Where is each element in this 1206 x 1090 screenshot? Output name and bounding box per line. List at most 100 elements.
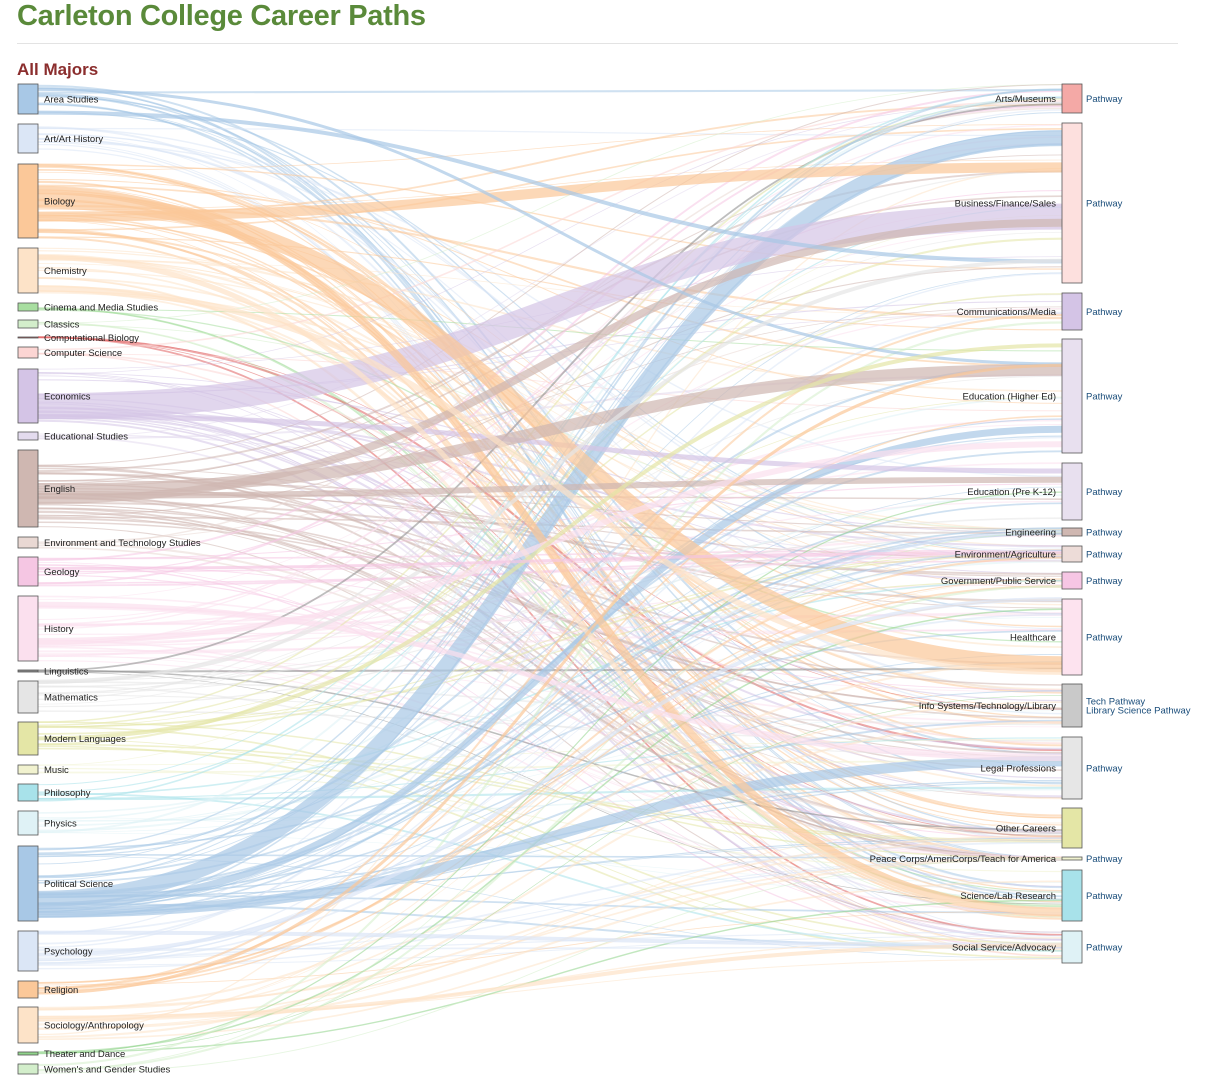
career-label[interactable]: Engineering (1005, 528, 1056, 539)
major-node[interactable] (17, 764, 39, 775)
pathway-link[interactable]: Pathway (1086, 199, 1123, 210)
career-label[interactable]: Education (Pre K-12) (967, 487, 1056, 498)
flow-157 (37, 574, 1063, 839)
career-node[interactable] (1061, 83, 1083, 114)
career-node[interactable] (1061, 462, 1083, 521)
major-label[interactable]: Theater and Dance (44, 1049, 125, 1060)
pathway-link[interactable]: Pathway (1086, 94, 1123, 105)
major-label[interactable]: History (44, 624, 74, 635)
major-node[interactable] (17, 1063, 39, 1075)
career-node[interactable] (1061, 292, 1083, 331)
pathway-link[interactable]: Pathway (1086, 854, 1123, 865)
career-node[interactable] (1061, 869, 1083, 922)
pathway-link[interactable]: Pathway (1086, 891, 1123, 902)
major-label[interactable]: Cinema and Media Studies (44, 303, 158, 314)
major-label[interactable]: Educational Studies (44, 432, 128, 443)
major-label[interactable]: Area Studies (44, 95, 99, 106)
career-node[interactable] (1061, 338, 1083, 454)
career-label[interactable]: Environment/Agriculture (955, 550, 1056, 561)
career-node[interactable] (1061, 527, 1083, 537)
major-node[interactable] (17, 845, 39, 922)
career-node[interactable] (1061, 736, 1083, 800)
career-label[interactable]: Social Service/Advocacy (952, 943, 1056, 954)
major-node[interactable] (17, 930, 39, 972)
pathway-link[interactable]: Pathway (1086, 633, 1123, 644)
career-label[interactable]: Other Careers (996, 824, 1056, 835)
major-label[interactable]: Political Science (44, 879, 113, 890)
major-label[interactable]: Economics (44, 392, 91, 403)
flow-283 (37, 531, 1063, 964)
career-label[interactable]: Government/Public Service (941, 576, 1056, 587)
major-label[interactable]: Computer Science (44, 348, 122, 359)
major-label[interactable]: Women's and Gender Studies (44, 1065, 171, 1076)
major-label[interactable]: Religion (44, 985, 78, 996)
page-title: Carleton College Career Paths (17, 0, 426, 32)
major-label[interactable]: English (44, 484, 75, 495)
major-node[interactable] (17, 783, 39, 802)
major-label[interactable]: Mathematics (44, 693, 98, 704)
major-label[interactable]: Chemistry (44, 266, 87, 277)
career-node[interactable] (1061, 122, 1083, 284)
pathway-link[interactable]: Library Science Pathway (1086, 706, 1191, 717)
career-label[interactable]: Peace Corps/AmeriCorps/Teach for America (870, 854, 1057, 865)
major-node[interactable] (17, 536, 39, 549)
career-label[interactable]: Legal Professions (980, 764, 1056, 775)
major-node[interactable] (17, 669, 39, 673)
pathway-link[interactable]: Pathway (1086, 576, 1123, 587)
pathway-link[interactable]: Pathway (1086, 528, 1123, 539)
major-label[interactable]: Geology (44, 567, 80, 578)
career-label[interactable]: Info Systems/Technology/Library (919, 701, 1057, 712)
major-label[interactable]: Computational Biology (44, 333, 139, 344)
major-node[interactable] (17, 1051, 39, 1056)
pathway-link[interactable]: Pathway (1086, 307, 1123, 318)
career-node[interactable] (1061, 683, 1083, 728)
major-node[interactable] (17, 595, 39, 662)
pathway-link[interactable]: Tech Pathway (1086, 697, 1145, 708)
career-label[interactable]: Healthcare (1010, 633, 1056, 644)
major-node[interactable] (17, 302, 39, 312)
pathway-link[interactable]: Pathway (1086, 943, 1123, 954)
major-node[interactable] (17, 163, 39, 239)
pathway-link[interactable]: Pathway (1086, 487, 1123, 498)
major-label[interactable]: Sociology/Anthropology (44, 1021, 144, 1032)
career-label[interactable]: Science/Lab Research (960, 891, 1056, 902)
major-label[interactable]: Art/Art History (44, 134, 103, 145)
major-label[interactable]: Psychology (44, 947, 93, 958)
pathway-link[interactable]: Pathway (1086, 392, 1123, 403)
pathway-link[interactable]: Pathway (1086, 764, 1123, 775)
major-label[interactable]: Environment and Technology Studies (44, 538, 201, 549)
major-node[interactable] (17, 319, 39, 329)
major-node[interactable] (17, 247, 39, 294)
major-label[interactable]: Music (44, 765, 69, 776)
major-node[interactable] (17, 336, 39, 339)
major-node[interactable] (17, 83, 39, 115)
major-node[interactable] (17, 346, 39, 359)
pathway-link[interactable]: Pathway (1086, 550, 1123, 561)
major-label[interactable]: Modern Languages (44, 734, 126, 745)
career-node[interactable] (1061, 930, 1083, 964)
career-node[interactable] (1061, 545, 1083, 563)
major-node[interactable] (17, 449, 39, 528)
major-label[interactable]: Physics (44, 819, 77, 830)
career-label[interactable]: Communications/Media (957, 307, 1057, 318)
career-node[interactable] (1061, 856, 1083, 861)
major-node[interactable] (17, 123, 39, 154)
major-label[interactable]: Classics (44, 320, 80, 331)
major-label[interactable]: Philosophy (44, 788, 91, 799)
career-label[interactable]: Arts/Museums (995, 94, 1056, 105)
major-node[interactable] (17, 721, 39, 756)
major-node[interactable] (17, 810, 39, 836)
career-node[interactable] (1061, 571, 1083, 590)
career-node[interactable] (1061, 598, 1083, 676)
major-node[interactable] (17, 556, 39, 587)
career-label[interactable]: Education (Higher Ed) (963, 392, 1056, 403)
major-node[interactable] (17, 680, 39, 714)
major-label[interactable]: Biology (44, 197, 75, 208)
major-node[interactable] (17, 368, 39, 424)
career-node[interactable] (1061, 807, 1083, 849)
major-label[interactable]: Linguistics (44, 667, 89, 678)
major-node[interactable] (17, 1006, 39, 1044)
major-node[interactable] (17, 980, 39, 999)
major-node[interactable] (17, 431, 39, 441)
career-label[interactable]: Business/Finance/Sales (955, 199, 1057, 210)
